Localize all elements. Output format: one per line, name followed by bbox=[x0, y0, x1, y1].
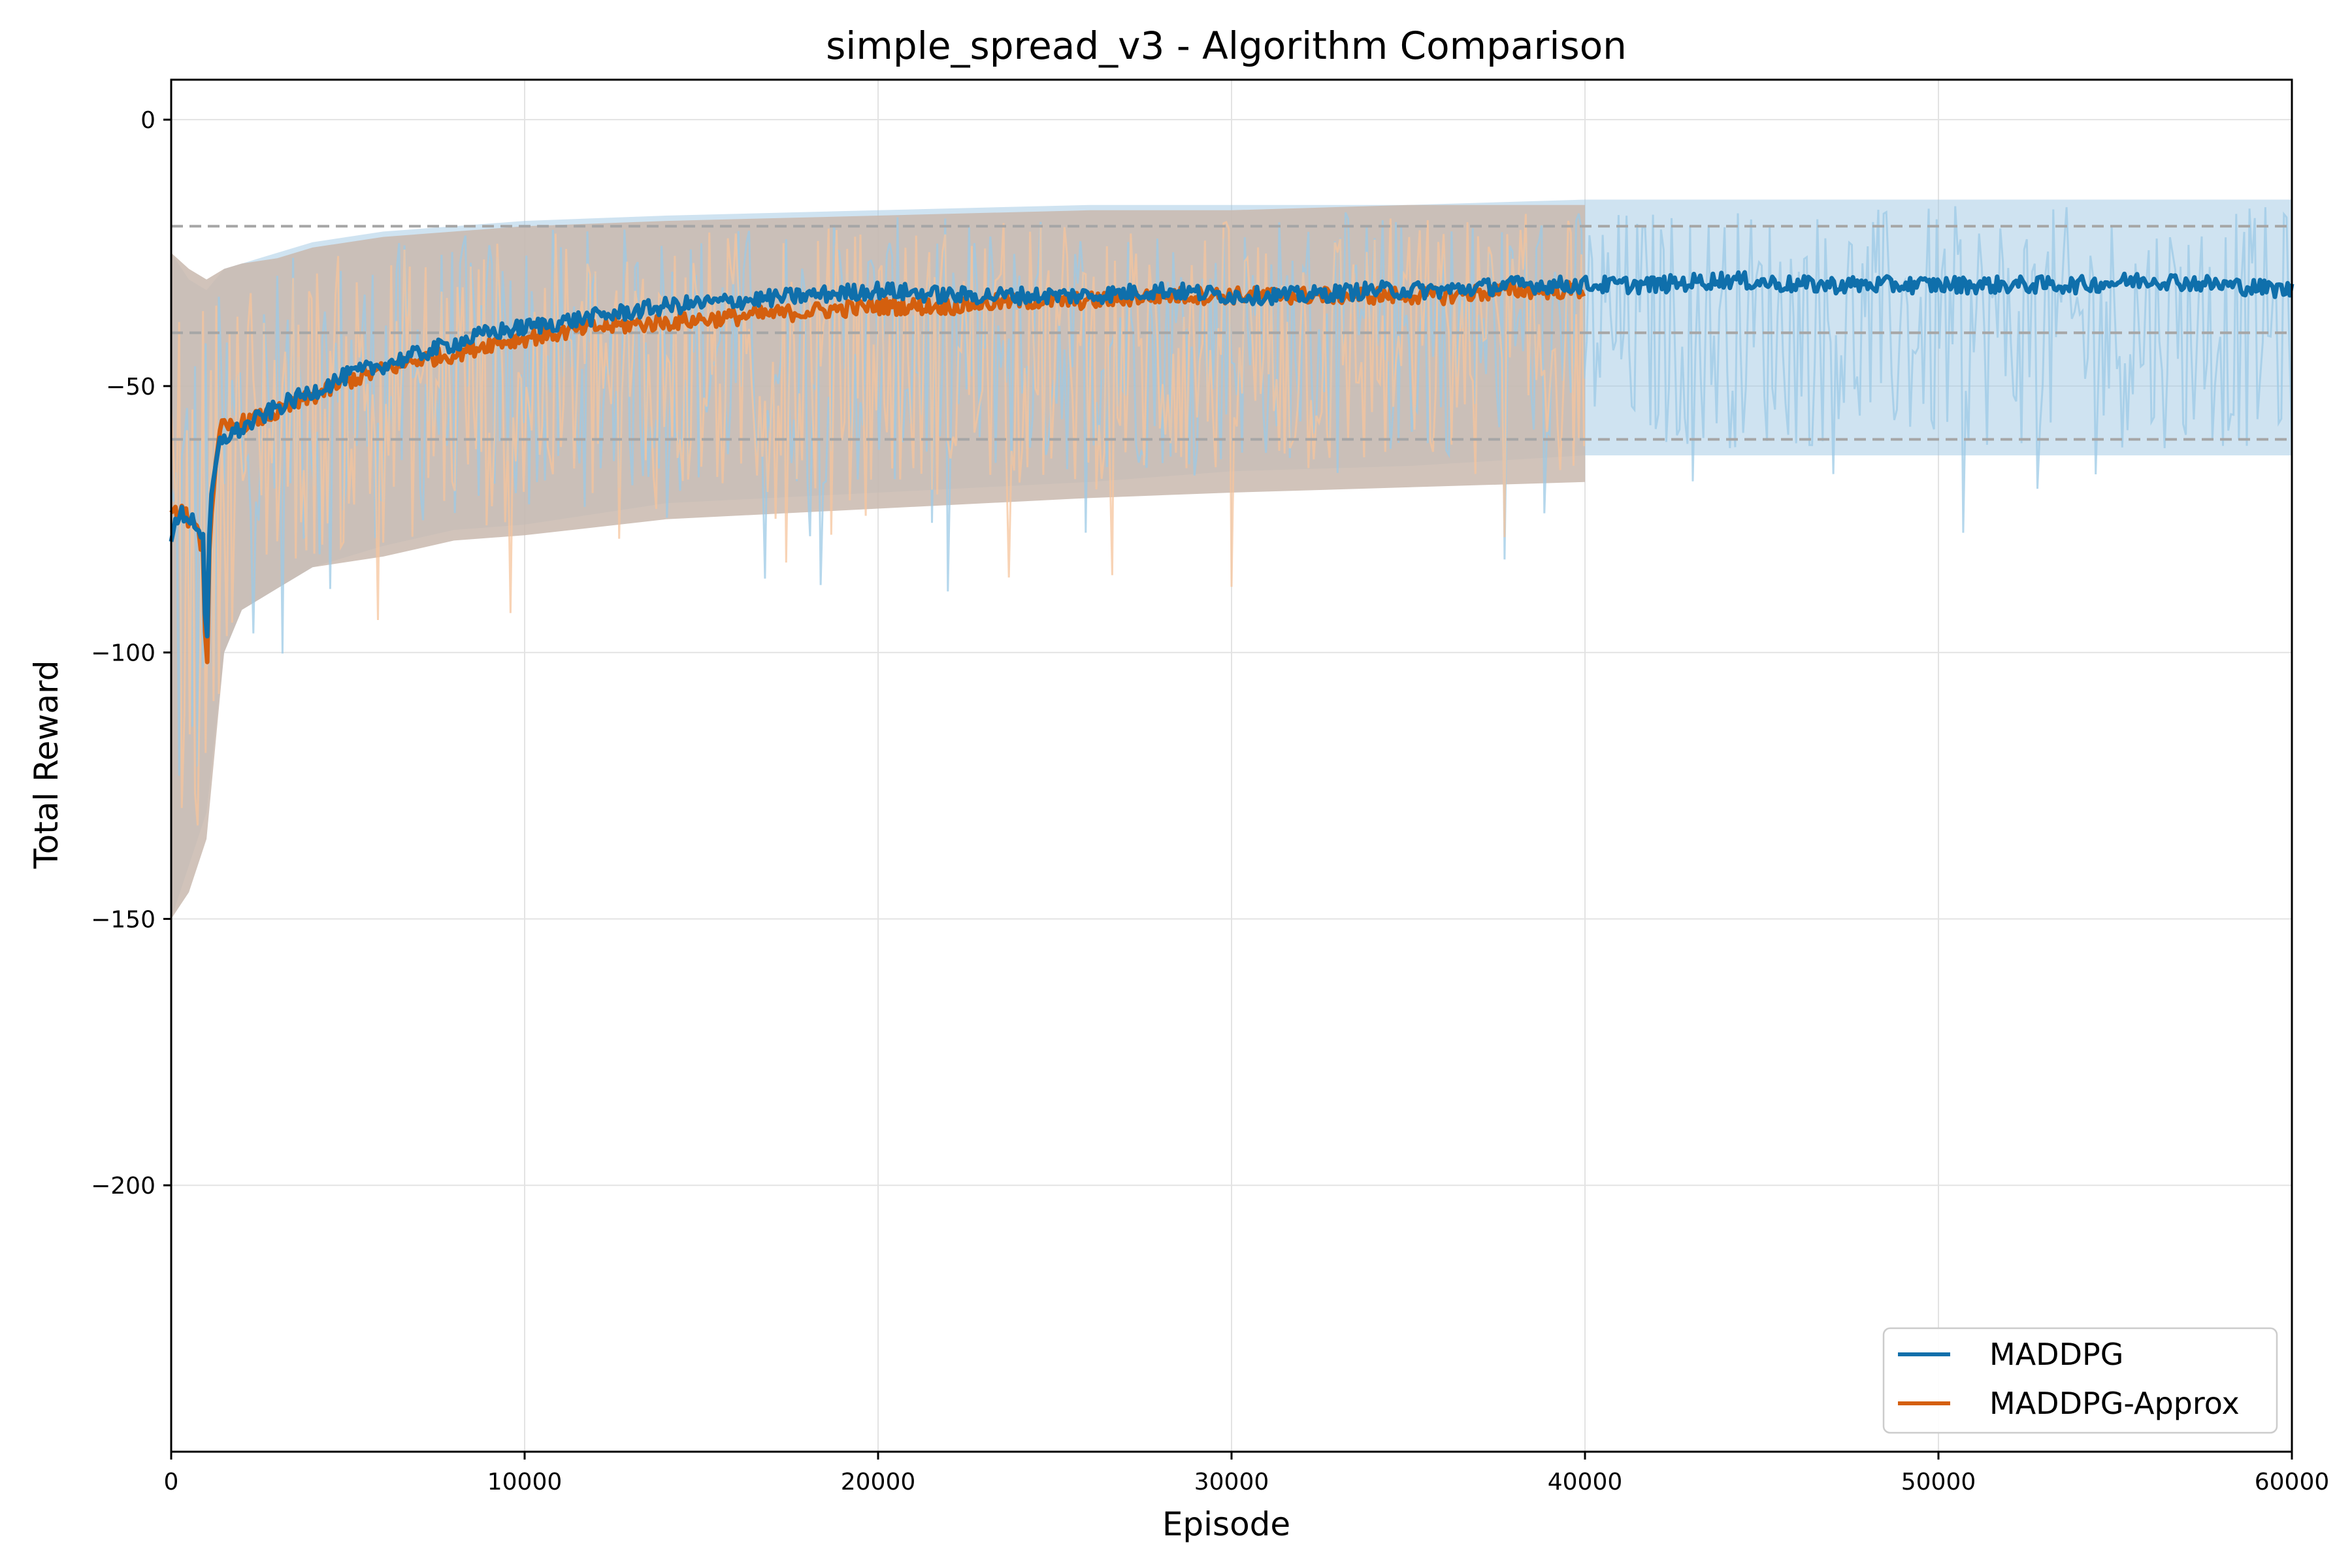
mean-lines-layer bbox=[169, 270, 2295, 664]
raw-line-maddpg-approx bbox=[170, 214, 1586, 826]
x-tick-label: 60000 bbox=[2255, 1469, 2330, 1495]
raw-line-maddpg bbox=[170, 206, 2293, 776]
legend: MADDPG MADDPG-Approx bbox=[1882, 1327, 2278, 1434]
x-tick-label: 40000 bbox=[1548, 1469, 1623, 1495]
y-ticks: 0 −50 −100 −150 −200 bbox=[91, 107, 171, 1200]
x-tick-label: 10000 bbox=[487, 1469, 563, 1495]
x-tick-label: 0 bbox=[164, 1469, 179, 1495]
y-tick-label: −150 bbox=[91, 906, 155, 933]
y-tick-label: −100 bbox=[91, 640, 155, 667]
y-tick-label: −50 bbox=[106, 374, 155, 400]
legend-label-maddpg: MADDPG bbox=[1989, 1337, 2123, 1372]
y-tick-label: −200 bbox=[91, 1173, 155, 1200]
legend-label-maddpg-approx: MADDPG-Approx bbox=[1989, 1386, 2240, 1421]
x-tick-label: 50000 bbox=[1901, 1469, 1976, 1495]
y-axis-label: Total Reward bbox=[27, 661, 65, 870]
legend-box bbox=[1882, 1327, 2278, 1434]
x-tick-label: 20000 bbox=[841, 1469, 916, 1495]
x-tick-label: 30000 bbox=[1194, 1469, 1269, 1495]
y-tick-label: 0 bbox=[140, 107, 155, 134]
x-ticks: 0 10000 20000 30000 40000 50000 60000 bbox=[164, 1452, 2330, 1495]
raw-layer bbox=[170, 206, 2293, 826]
chart-title: simple_spread_v3 - Algorithm Comparison bbox=[826, 24, 1627, 68]
x-axis-label: Episode bbox=[1162, 1505, 1290, 1543]
mean-line-maddpg bbox=[169, 270, 2295, 639]
